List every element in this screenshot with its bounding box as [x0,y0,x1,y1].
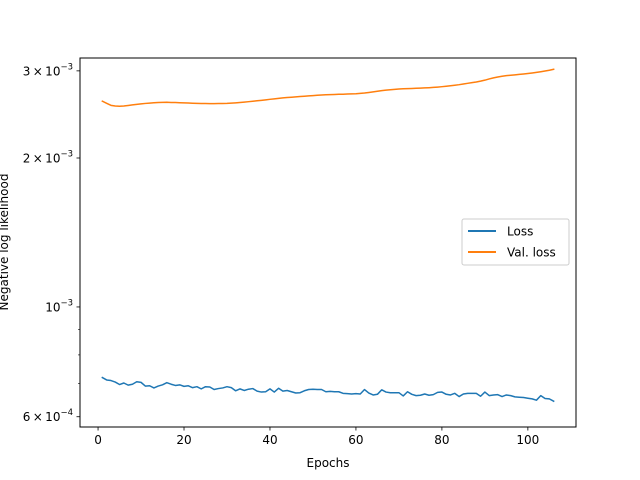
series-layer [101,68,555,403]
y-tick-label: 6 × 10−4 [23,408,73,424]
x-axis-label: Epochs [307,456,350,470]
legend: Loss Val. loss [461,218,570,266]
x-axis-ticks: 0 20 40 60 80 100 [94,427,539,447]
y-axis-label: Negative log likelihood [0,174,11,311]
legend-label-loss: Loss [507,225,533,239]
x-tick-label: 20 [176,433,191,447]
legend-label-val-loss: Val. loss [507,246,556,260]
series-line-loss [101,376,555,403]
x-tick-label: 0 [94,433,102,447]
x-tick-label: 60 [348,433,363,447]
series-line-val-loss [101,68,555,107]
x-tick-label: 40 [262,433,277,447]
plot-frame [79,57,577,428]
x-tick-label: 100 [516,433,539,447]
x-tick-label: 80 [434,433,449,447]
y-tick-label: 2 × 10−3 [23,149,73,165]
y-tick-label: 3 × 10−3 [23,62,73,78]
